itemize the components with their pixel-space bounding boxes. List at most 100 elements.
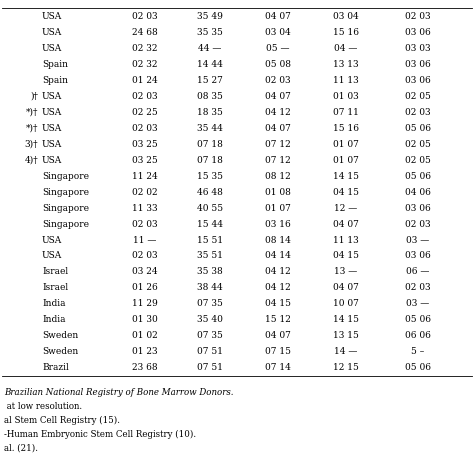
Text: 02 03: 02 03 [132,11,158,20]
Text: 03 —: 03 — [406,300,429,309]
Text: -Human Embryonic Stem Cell Registry (10).: -Human Embryonic Stem Cell Registry (10)… [4,430,196,439]
Text: USA: USA [42,124,62,133]
Text: 02 03: 02 03 [405,108,431,117]
Text: 24 68: 24 68 [132,27,158,36]
Text: 5 –: 5 – [411,347,425,356]
Text: 03 04: 03 04 [265,27,291,36]
Text: 04 07: 04 07 [333,219,359,228]
Text: 14 44: 14 44 [197,60,223,69]
Text: 14 —: 14 — [334,347,358,356]
Text: 04 —: 04 — [334,44,358,53]
Text: 03 03: 03 03 [405,44,431,53]
Text: USA: USA [42,11,62,20]
Text: 14 15: 14 15 [333,172,359,181]
Text: 04 15: 04 15 [265,300,291,309]
Text: 04 07: 04 07 [333,283,359,292]
Text: 13 15: 13 15 [333,331,359,340]
Text: *)†: *)† [26,108,38,117]
Text: 01 30: 01 30 [132,316,158,325]
Text: USA: USA [42,44,62,53]
Text: Sweden: Sweden [42,331,78,340]
Text: 02 05: 02 05 [405,155,431,164]
Text: 04 07: 04 07 [265,331,291,340]
Text: 02 03: 02 03 [132,124,158,133]
Text: 02 03: 02 03 [132,252,158,261]
Text: 06 06: 06 06 [405,331,431,340]
Text: 01 03: 01 03 [333,91,359,100]
Text: 15 16: 15 16 [333,27,359,36]
Text: Sweden: Sweden [42,347,78,356]
Text: 06 —: 06 — [406,267,430,276]
Text: 4)†: 4)† [24,155,38,164]
Text: 04 06: 04 06 [405,188,431,197]
Text: 08 12: 08 12 [265,172,291,181]
Text: 35 44: 35 44 [197,124,223,133]
Text: 15 27: 15 27 [197,75,223,84]
Text: 04 07: 04 07 [265,91,291,100]
Text: Singapore: Singapore [42,172,89,181]
Text: 02 25: 02 25 [132,108,158,117]
Text: 02 05: 02 05 [405,139,431,148]
Text: 04 12: 04 12 [265,267,291,276]
Text: 35 35: 35 35 [197,27,223,36]
Text: 04 12: 04 12 [265,108,291,117]
Text: 11 13: 11 13 [333,75,359,84]
Text: *)†: *)† [26,124,38,133]
Text: 03 06: 03 06 [405,252,431,261]
Text: 03 —: 03 — [406,236,429,245]
Text: Spain: Spain [42,75,68,84]
Text: 05 —: 05 — [266,44,290,53]
Text: Israel: Israel [42,267,68,276]
Text: 02 03: 02 03 [405,219,431,228]
Text: 11 —: 11 — [133,236,157,245]
Text: 44 —: 44 — [198,44,222,53]
Text: 11 29: 11 29 [132,300,158,309]
Text: 02 03: 02 03 [405,11,431,20]
Text: 15 44: 15 44 [197,219,223,228]
Text: 08 14: 08 14 [265,236,291,245]
Text: 05 06: 05 06 [405,124,431,133]
Text: 02 03: 02 03 [132,91,158,100]
Text: 14 15: 14 15 [333,316,359,325]
Text: 35 40: 35 40 [197,316,223,325]
Text: 05 06: 05 06 [405,316,431,325]
Text: al. (21).: al. (21). [4,444,38,453]
Text: 02 32: 02 32 [132,44,158,53]
Text: 12 15: 12 15 [333,364,359,373]
Text: 12 —: 12 — [334,203,357,212]
Text: USA: USA [42,252,62,261]
Text: 02 03: 02 03 [265,75,291,84]
Text: 03 16: 03 16 [265,219,291,228]
Text: 05 06: 05 06 [405,172,431,181]
Text: 03 25: 03 25 [132,139,158,148]
Text: Brazil: Brazil [42,364,69,373]
Text: 03 06: 03 06 [405,60,431,69]
Text: 35 51: 35 51 [197,252,223,261]
Text: 13 —: 13 — [334,267,357,276]
Text: 04 07: 04 07 [265,11,291,20]
Text: 07 11: 07 11 [333,108,359,117]
Text: 02 05: 02 05 [405,91,431,100]
Text: 05 08: 05 08 [265,60,291,69]
Text: 15 12: 15 12 [265,316,291,325]
Text: 07 51: 07 51 [197,347,223,356]
Text: 3)†: 3)† [25,139,38,148]
Text: 04 12: 04 12 [265,283,291,292]
Text: Singapore: Singapore [42,188,89,197]
Text: Israel: Israel [42,283,68,292]
Text: India: India [42,316,65,325]
Text: 07 14: 07 14 [265,364,291,373]
Text: USA: USA [42,91,62,100]
Text: USA: USA [42,139,62,148]
Text: 35 49: 35 49 [197,11,223,20]
Text: USA: USA [42,108,62,117]
Text: 07 18: 07 18 [197,155,223,164]
Text: 04 15: 04 15 [333,252,359,261]
Text: USA: USA [42,27,62,36]
Text: 02 03: 02 03 [132,219,158,228]
Text: 07 12: 07 12 [265,155,291,164]
Text: 04 07: 04 07 [265,124,291,133]
Text: Spain: Spain [42,60,68,69]
Text: 13 13: 13 13 [333,60,359,69]
Text: 46 48: 46 48 [197,188,223,197]
